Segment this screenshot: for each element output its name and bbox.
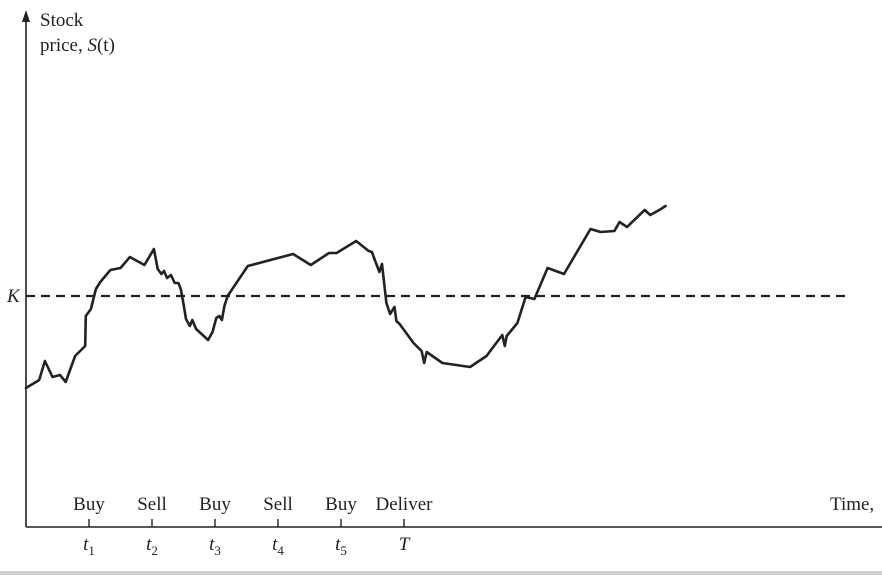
time-tick-label-3: t3 xyxy=(209,534,221,558)
bottom-divider xyxy=(0,571,882,575)
time-tick-label-4: t4 xyxy=(272,534,284,558)
action-label-5: Buy xyxy=(325,494,357,515)
y-axis-arrowhead xyxy=(22,10,30,22)
action-label-1: Buy xyxy=(73,494,105,515)
y-axis-label-line2: price, S(t) xyxy=(40,35,115,56)
action-label-2: Sell xyxy=(137,494,167,515)
y-axis-label-line1: Stock xyxy=(40,10,84,31)
action-label-6: Deliver xyxy=(376,494,434,515)
y-axis-label-symbol: S xyxy=(87,35,97,56)
y-axis-label-arg: (t) xyxy=(97,35,115,56)
action-label-3: Buy xyxy=(199,494,231,515)
stock-price-series xyxy=(24,204,667,390)
time-tick-label-2: t2 xyxy=(146,534,158,558)
x-axis-ticks: Buy t1 Sell t2 Buy t3 Sell t4 Buy t5 Deliver T xyxy=(73,494,433,558)
time-tick-label-1: t1 xyxy=(83,534,95,558)
x-axis-label: Time, xyxy=(830,494,874,515)
time-tick-label-6: T xyxy=(399,534,411,555)
strike-label: K xyxy=(6,286,21,307)
time-tick-label-5: t5 xyxy=(335,534,347,558)
action-label-4: Sell xyxy=(263,494,293,515)
y-axis-label-prefix: price, xyxy=(40,35,87,56)
